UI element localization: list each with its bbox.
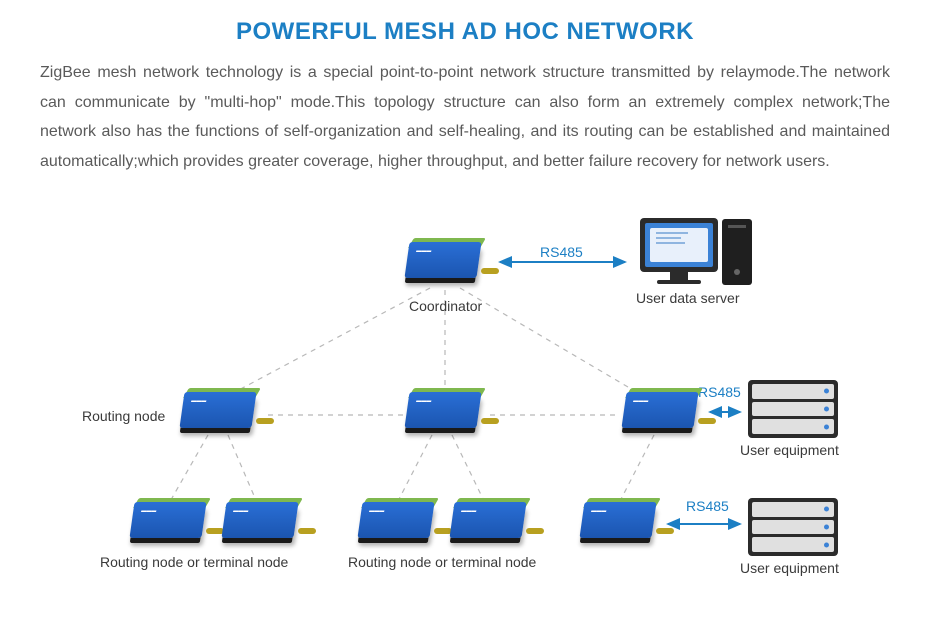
connection-lines [0,0,930,630]
